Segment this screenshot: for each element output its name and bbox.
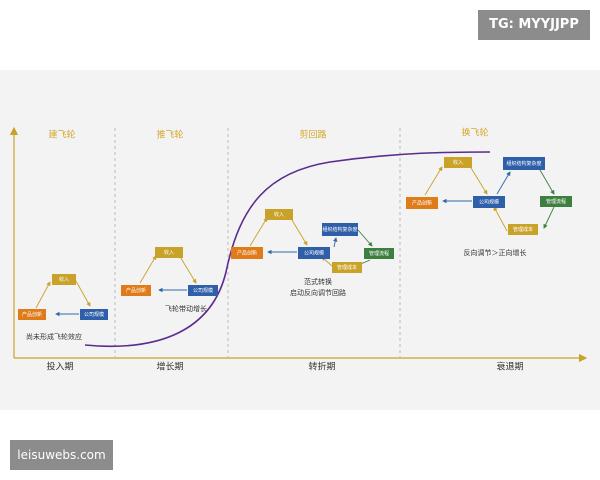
node-label: 公司规模 <box>84 311 104 318</box>
site-watermark: leisuwebs.com <box>10 440 113 470</box>
node-box <box>473 196 505 208</box>
node-label: 公司规模 <box>193 287 213 294</box>
node-box <box>121 285 151 296</box>
node-label: 管理流程 <box>369 250 389 257</box>
phase-title: 建飞轮 <box>48 129 75 141</box>
stage-1-arrows <box>35 280 91 317</box>
node-label: 产品创新 <box>126 287 146 294</box>
node-box <box>406 197 438 209</box>
caption: 范式转换 <box>304 277 332 286</box>
caption: 尚未形成飞轮效应 <box>26 332 82 341</box>
node-box <box>298 247 330 259</box>
period-label: 转折期 <box>308 361 335 373</box>
node-label: 收入 <box>453 159 463 166</box>
stage-1-nodes: 收入 产品创新 公司规模 <box>18 274 108 320</box>
node-box <box>508 224 538 235</box>
node-box <box>52 274 76 285</box>
node-label: 产品创新 <box>237 250 257 257</box>
node-box <box>265 209 293 220</box>
node-box <box>332 262 362 273</box>
phase-title: 推飞轮 <box>156 129 183 141</box>
node-label: 公司规模 <box>479 199 499 206</box>
node-box <box>231 247 263 259</box>
node-label: 管理流程 <box>546 198 566 205</box>
period-label: 投入期 <box>46 361 73 373</box>
node-label: 公司规模 <box>304 250 324 257</box>
node-label: 组织结构复杂度 <box>322 226 357 233</box>
node-box <box>80 309 108 320</box>
period-label: 增长期 <box>156 361 183 373</box>
node-label: 收入 <box>164 249 174 256</box>
watermark: TG: MYYJJPP <box>478 10 590 40</box>
stage-4-arrows <box>424 162 555 232</box>
background-panel <box>0 70 600 410</box>
node-label: 产品创新 <box>22 311 42 318</box>
phase-title: 剪回路 <box>299 129 326 141</box>
stage-4-nodes: 收入 产品创新 公司规模 组织结构复杂度 管理流程 管理成本 <box>406 157 572 235</box>
node-label: 组织结构复杂度 <box>506 160 541 167</box>
caption: 启动反向调节回路 <box>290 288 346 297</box>
period-label: 衰退期 <box>496 361 523 373</box>
node-box <box>444 157 472 168</box>
node-label: 产品创新 <box>412 200 432 207</box>
node-label: 收入 <box>274 211 284 218</box>
caption: 飞轮带动增长 <box>165 304 207 313</box>
node-box <box>503 157 545 170</box>
stage-2-nodes: 收入 产品创新 公司规模 <box>121 247 218 296</box>
separators <box>114 128 401 358</box>
node-box <box>364 248 394 259</box>
node-label: 管理成本 <box>337 264 357 271</box>
stage-2-arrows <box>139 254 197 293</box>
growth-curve <box>84 151 491 348</box>
node-box <box>155 247 183 258</box>
node-box <box>188 285 218 296</box>
node-label: 收入 <box>59 276 69 283</box>
node-box <box>322 223 358 236</box>
node-box <box>18 309 46 320</box>
caption: 反向调节＞正向增长 <box>464 248 527 257</box>
node-label: 管理成本 <box>513 226 533 233</box>
phase-title: 换飞轮 <box>461 127 488 139</box>
node-box <box>540 196 572 207</box>
stage-3-nodes: 收入 产品创新 公司规模 组织结构复杂度 管理流程 管理成本 <box>231 209 394 273</box>
